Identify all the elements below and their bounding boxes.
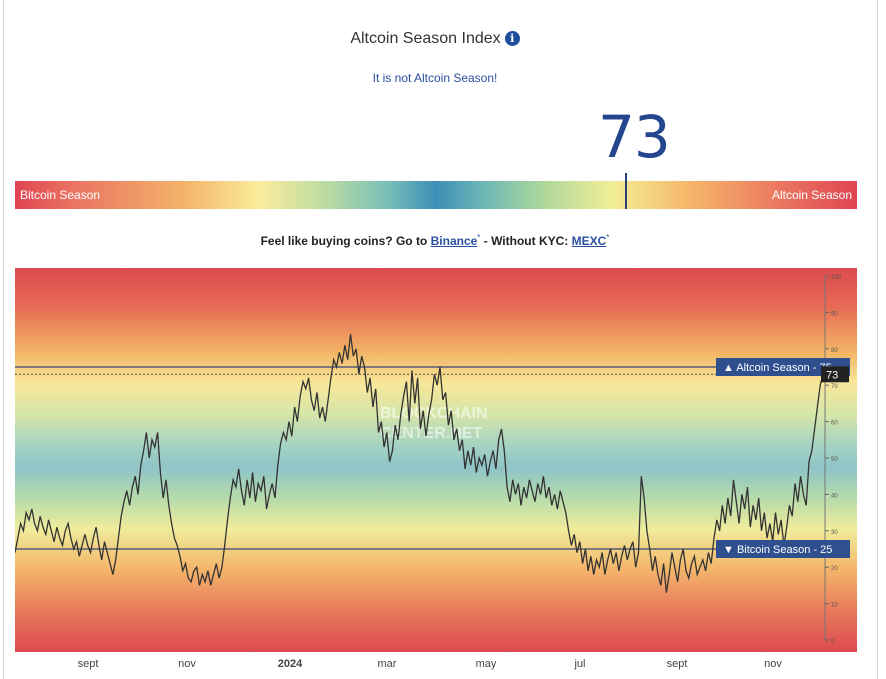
y-tick-label: 50 [831,457,838,463]
page-title: Altcoin Season Index [350,30,501,47]
x-tick-label: nov [764,658,782,670]
binance-asterisk: * [477,233,481,242]
y-tick-label: 60 [831,421,838,427]
mexc-link[interactable]: MEXC [571,234,607,248]
season-gauge-bar: Bitcoin Season Altcoin Season [15,173,857,209]
y-tick-label: 100 [831,275,842,281]
y-tick-label: 70 [831,384,838,390]
promo-line: Feel like buying coins? Go to Binance* -… [0,233,870,248]
left-frame-border [0,0,4,679]
mexc-asterisk: * [606,233,610,242]
gauge-value-marker [625,173,628,209]
current-value-text: 73 [826,369,838,381]
right-frame-border [877,0,878,679]
page-title-row: Altcoin Season Index i [0,30,870,48]
threshold-labels: ▲ Altcoin Season - 75 ▼ Bitcoin Season - … [716,358,850,558]
gauge-left-label: Bitcoin Season [20,188,101,202]
y-axis: 0 10 20 30 40 50 60 70 80 90 100 [824,275,842,645]
threshold-label-box [716,358,850,376]
gauge-right-label: Altcoin Season [771,188,852,202]
current-value-box [821,366,849,383]
chart-background [15,268,857,652]
x-tick-label: sept [666,658,688,670]
x-tick-label: may [475,658,497,670]
promo-prefix: Feel like buying coins? Go to [260,234,431,248]
y-tick-label: 0 [831,639,835,645]
threshold-label-box [716,540,850,558]
y-tick-label: 10 [831,603,838,609]
watermark-text: BLOCKCHAIN [380,405,488,422]
threshold-label-text: ▲ Altcoin Season - 75 [723,362,832,374]
index-value: 73 [598,103,671,171]
y-tick-label: 90 [831,311,838,317]
y-tick-label: 30 [831,530,838,536]
binance-link[interactable]: Binance [430,234,478,248]
x-tick-label: jul [574,658,586,670]
x-tick-label: sept [77,658,99,670]
x-tick-label: nov [178,658,196,670]
y-tick-label: 40 [831,493,838,499]
threshold-lines [15,366,823,550]
info-icon[interactable]: i [504,31,520,46]
promo-middle: - Without KYC: [480,234,572,248]
x-tick-label: 2024 [277,658,303,670]
x-axis: sept nov 2024 mar may jul sept nov [15,652,857,679]
series-line [14,334,824,593]
x-tick-label: mar [377,658,397,670]
threshold-label-text: ▼ Bitcoin Season - 25 [723,544,832,556]
season-status-text: It is not Altcoin Season! [372,71,498,85]
y-tick-label: 80 [831,348,838,354]
index-history-chart: BLOCKCHAIN CENTER.NET 0 10 20 30 40 50 60 70 80 90… [14,268,857,652]
y-tick-label: 20 [831,566,838,572]
